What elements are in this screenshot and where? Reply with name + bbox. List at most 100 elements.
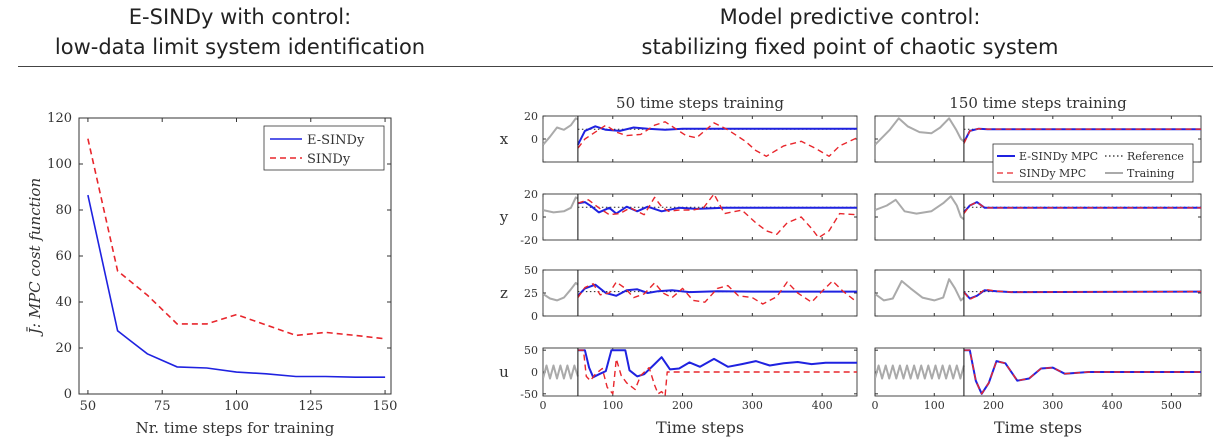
panel-y-1 bbox=[874, 193, 1202, 241]
left-x-tick-label: 125 bbox=[298, 399, 323, 414]
panel-x-tick-label: 0 bbox=[872, 399, 879, 412]
panel-frame bbox=[874, 193, 1202, 241]
panel-y-tick-label: 20 bbox=[524, 188, 538, 201]
mpc-legend-label: Training bbox=[1127, 167, 1174, 180]
left-legend-label: SINDy bbox=[307, 152, 351, 167]
header-divider bbox=[18, 66, 1213, 67]
panel-z-1 bbox=[874, 269, 1202, 317]
panel-y-tick-label: 50 bbox=[524, 344, 538, 357]
panel-u-1: 0 100 200 300 400 500 bbox=[872, 347, 1202, 412]
left-legend-label: E-SINDy bbox=[307, 133, 365, 148]
mpc-legend-label: E-SINDy MPC bbox=[1019, 150, 1098, 163]
panel-frame bbox=[542, 269, 858, 317]
sindy-mpc-trace bbox=[963, 349, 1201, 395]
panel-traces bbox=[875, 117, 1201, 146]
panel-x-tick-label: 300 bbox=[742, 399, 763, 412]
esindy-mpc-trace bbox=[577, 349, 857, 379]
panel-traces bbox=[875, 278, 1201, 302]
panel-x-tick-label: 200 bbox=[672, 399, 693, 412]
esindy-mpc-trace bbox=[577, 283, 857, 297]
panel-x-tick-label: 200 bbox=[983, 399, 1004, 412]
left-series-line-sindy bbox=[87, 138, 386, 340]
row-axis-label-u: u bbox=[499, 363, 509, 381]
training-trace bbox=[543, 196, 579, 214]
left-y-tick-label: 100 bbox=[47, 157, 72, 172]
left-header-line1: E-SINDy with control: bbox=[128, 5, 352, 29]
row-axis-label-x: x bbox=[500, 130, 509, 148]
panel-y-tick-label: 20 bbox=[524, 110, 538, 123]
panel-y-tick-label: -50 bbox=[520, 388, 538, 401]
row-axis-label-z: z bbox=[500, 284, 508, 302]
panel-traces bbox=[875, 349, 1201, 395]
panel-y-tick-label: -20 bbox=[520, 234, 538, 247]
left-series-line-e-sindy bbox=[87, 194, 386, 379]
panel-x-tick-label: 100 bbox=[602, 399, 623, 412]
panel-column-title: 150 time steps training bbox=[949, 94, 1127, 112]
left-section-header: E-SINDy with control: low-data limit sys… bbox=[20, 2, 460, 62]
training-trace bbox=[875, 364, 965, 380]
training-trace bbox=[875, 278, 965, 302]
sindy-mpc-trace bbox=[963, 127, 1201, 144]
left-y-tick-label: 120 bbox=[47, 111, 72, 126]
panel-x-tick-label: 0 bbox=[540, 399, 547, 412]
training-trace bbox=[543, 117, 579, 146]
panel-y-tick-label: 25 bbox=[524, 287, 538, 300]
panel-x-tick-label: 100 bbox=[924, 399, 945, 412]
training-trace bbox=[543, 281, 579, 302]
sindy-mpc-trace bbox=[577, 121, 857, 158]
panel-x-axis-label: Time steps bbox=[656, 418, 744, 437]
left-y-tick-label: 80 bbox=[55, 203, 72, 218]
left-y-tick-label: 20 bbox=[55, 341, 72, 356]
panel-x-tick-label: 400 bbox=[812, 399, 833, 412]
panel-y-tick-label: 0 bbox=[531, 366, 538, 379]
sindy-mpc-trace bbox=[577, 349, 857, 396]
panel-z-0: 0 25 50 bbox=[524, 264, 858, 323]
right-section-header: Model predictive control: stabilizing fi… bbox=[500, 2, 1200, 62]
panel-x-axis-label: Time steps bbox=[994, 418, 1082, 437]
left-x-tick-label: 150 bbox=[373, 399, 398, 414]
panel-y-tick-label: 0 bbox=[531, 310, 538, 323]
left-x-axis-label: Nr. time steps for training bbox=[136, 419, 335, 437]
left-header-line2: low-data limit system identification bbox=[54, 35, 426, 59]
esindy-mpc-trace bbox=[577, 125, 857, 146]
mpc-legend bbox=[992, 143, 1194, 183]
sindy-mpc-trace bbox=[577, 194, 857, 239]
panel-frame bbox=[542, 115, 858, 163]
left-x-tick-label: 75 bbox=[154, 399, 171, 414]
panel-x-0: 0 20 bbox=[524, 110, 858, 163]
panel-frame bbox=[542, 193, 858, 241]
training-trace bbox=[543, 364, 579, 380]
right-header-line1: Model predictive control: bbox=[719, 5, 981, 29]
panel-y-tick-label: 0 bbox=[531, 211, 538, 224]
left-legend bbox=[263, 125, 385, 171]
esindy-mpc-trace bbox=[577, 201, 857, 215]
left-x-tick-label: 50 bbox=[80, 399, 97, 414]
sindy-mpc-trace bbox=[963, 201, 1201, 215]
panel-traces bbox=[543, 117, 857, 158]
panel-x-tick-label: 500 bbox=[1161, 399, 1182, 412]
panel-traces bbox=[543, 280, 857, 305]
panel-traces bbox=[875, 195, 1201, 221]
sindy-mpc-trace bbox=[577, 280, 857, 305]
panel-traces bbox=[543, 349, 857, 396]
training-trace bbox=[875, 195, 965, 221]
panel-y-0: -20 0 20 bbox=[520, 188, 858, 247]
sindy-mpc-trace bbox=[963, 288, 1201, 301]
left-y-tick-label: 0 bbox=[64, 387, 72, 402]
training-trace bbox=[875, 117, 965, 146]
row-axis-label-y: y bbox=[499, 208, 509, 226]
panel-y-tick-label: 50 bbox=[524, 264, 538, 277]
panel-column-title: 50 time steps training bbox=[616, 94, 784, 112]
panel-x-tick-label: 300 bbox=[1042, 399, 1063, 412]
panel-y-tick-label: 0 bbox=[531, 133, 538, 146]
left-y-tick-label: 60 bbox=[55, 249, 72, 264]
left-x-tick-label: 100 bbox=[224, 399, 249, 414]
left-y-tick-label: 40 bbox=[55, 295, 72, 310]
left-y-axis-label: J̄: MPC cost function bbox=[26, 178, 44, 337]
mpc-legend-label: SINDy MPC bbox=[1019, 167, 1086, 180]
panel-x-tick-label: 400 bbox=[1102, 399, 1123, 412]
panel-traces bbox=[543, 194, 857, 239]
mpc-legend-label: Reference bbox=[1127, 150, 1184, 163]
